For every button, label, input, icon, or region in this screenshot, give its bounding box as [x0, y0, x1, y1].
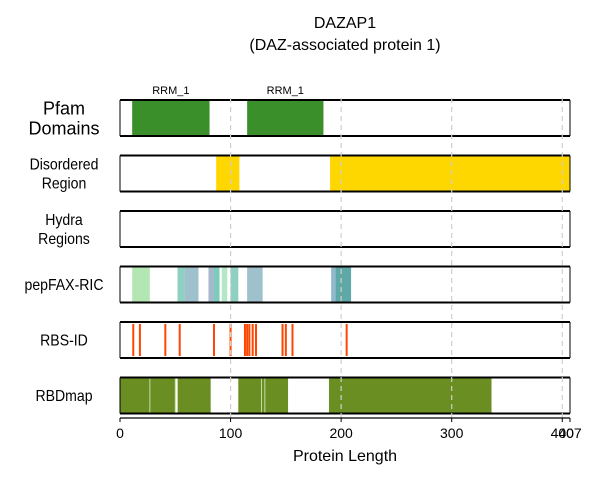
- track-5-segment-0: [120, 377, 176, 414]
- track-3-segment-3: [208, 266, 214, 303]
- track-3: pepFAX-RIC: [24, 265, 571, 304]
- track-3-segment-1: [177, 266, 185, 303]
- track-3-segment-6: [230, 266, 239, 303]
- track-2-label-line-1: Regions: [38, 230, 90, 248]
- track-0-label-line-1: Domains: [28, 118, 99, 138]
- track-4: RBS-ID: [40, 321, 571, 359]
- track-5-segment-1: [177, 377, 211, 414]
- track-3-segment-0: [132, 266, 150, 303]
- track-1-segment-0: [216, 155, 240, 192]
- x-axis-label: Protein Length: [293, 448, 397, 465]
- pfam-domain-label-0: RRM_1: [152, 85, 189, 97]
- x-tick-label-4: 400: [551, 425, 575, 441]
- chart-title-line2: (DAZ-associated protein 1): [249, 37, 440, 54]
- track-1-segment-1: [330, 155, 570, 192]
- chart-title-line1: DAZAP1: [314, 15, 376, 32]
- pfam-domain-label-1: RRM_1: [267, 85, 304, 97]
- track-3-segment-7: [247, 266, 263, 303]
- track-0-label-line-0: Pfam: [43, 98, 85, 118]
- x-tick-label-5: 407: [558, 425, 582, 441]
- track-0-segment-1: [247, 100, 324, 136]
- track-1-label-line-1: Region: [42, 175, 87, 193]
- track-3-segment-9: [335, 266, 352, 303]
- track-0-segment-0: [132, 100, 210, 136]
- track-5-segment-3: [328, 377, 492, 414]
- x-tick-label-2: 200: [329, 425, 353, 441]
- track-3-segment-8: [331, 266, 336, 303]
- track-3-label-line-0: pepFAX-RIC: [24, 276, 103, 294]
- x-tick-label-0: 0: [116, 425, 124, 441]
- track-2-label-line-0: Hydra: [45, 211, 83, 229]
- x-tick-label-1: 100: [219, 425, 243, 441]
- track-3-segment-5: [221, 266, 228, 303]
- track-5-segment-2: [238, 377, 289, 414]
- track-5: RBDmap: [35, 376, 571, 415]
- track-4-label-line-0: RBS-ID: [40, 332, 88, 350]
- x-tick-label-3: 300: [440, 425, 464, 441]
- grid-lines: [229, 98, 563, 418]
- track-3-segment-2: [184, 266, 199, 303]
- track-3-segment-4: [213, 266, 220, 303]
- track-1-label-line-0: Disordered: [30, 156, 99, 174]
- track-5-label-line-0: RBDmap: [35, 387, 92, 405]
